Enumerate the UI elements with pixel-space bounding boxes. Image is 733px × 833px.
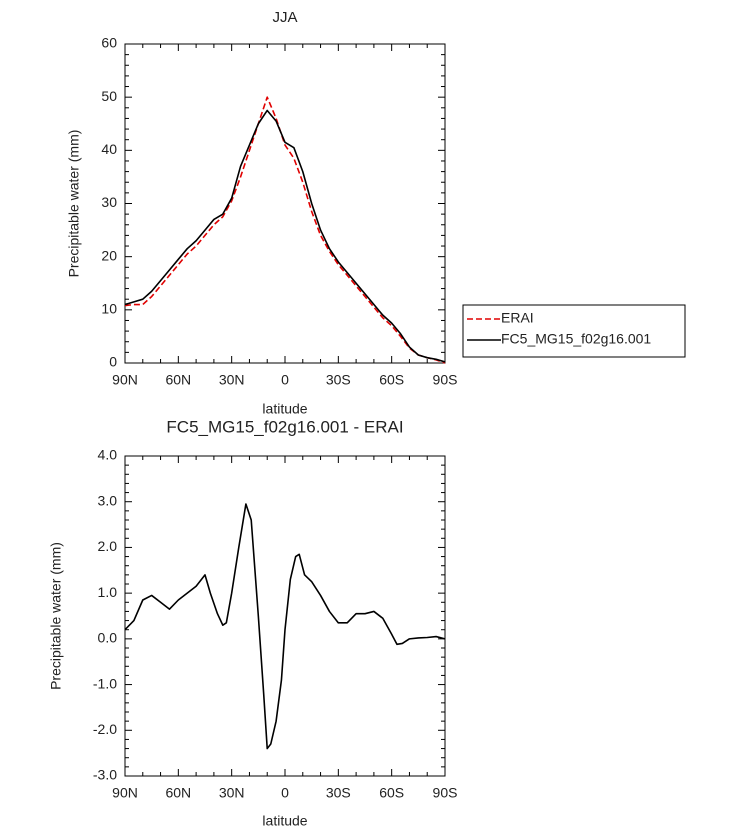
y-tick-label: 10 [101, 301, 117, 317]
x-tick-label: 60N [165, 785, 191, 801]
x-axis-label: latitude [262, 813, 307, 829]
plot-frame [124, 43, 446, 364]
x-tick-label: 90N [112, 785, 138, 801]
y-tick-label: 30 [101, 194, 117, 210]
legend-label: ERAI [501, 310, 534, 326]
y-tick-label: 1.0 [98, 584, 118, 600]
data-line [124, 96, 446, 364]
y-tick-label: -2.0 [93, 721, 117, 737]
data-line [124, 109, 446, 363]
legend-label: FC5_MG15_f02g16.001 [501, 331, 651, 347]
legend-box [462, 304, 686, 358]
y-tick-label: 2.0 [98, 538, 118, 554]
y-tick-label: 0 [109, 354, 117, 370]
data-line [124, 503, 446, 750]
y-tick-label: 3.0 [98, 492, 118, 508]
x-tick-label: 60N [165, 372, 191, 388]
x-axis-label: latitude [262, 401, 307, 417]
x-tick-label: 90S [433, 785, 458, 801]
chart-title: JJA [272, 9, 297, 26]
x-tick-label: 90S [433, 372, 458, 388]
y-tick-label: -3.0 [93, 767, 117, 783]
y-axis-label: Precipitable water (mm) [48, 542, 64, 690]
y-tick-label: 50 [101, 88, 117, 104]
x-tick-label: 90N [112, 372, 138, 388]
y-tick-label: -1.0 [93, 675, 117, 691]
x-tick-label: 60S [379, 372, 404, 388]
x-tick-label: 0 [281, 372, 289, 388]
y-tick-label: 60 [101, 35, 117, 51]
y-tick-label: 40 [101, 141, 117, 157]
x-tick-label: 30N [219, 372, 245, 388]
chart-title: FC5_MG15_f02g16.001 - ERAI [166, 417, 403, 436]
y-tick-label: 0.0 [98, 630, 118, 646]
x-tick-label: 30S [326, 372, 351, 388]
plot-frame [124, 455, 446, 777]
x-tick-label: 60S [379, 785, 404, 801]
y-tick-label: 4.0 [98, 447, 118, 463]
x-tick-label: 30N [219, 785, 245, 801]
x-tick-label: 0 [281, 785, 289, 801]
y-tick-label: 20 [101, 247, 117, 263]
y-axis-label: Precipitable water (mm) [66, 130, 82, 278]
x-tick-label: 30S [326, 785, 351, 801]
